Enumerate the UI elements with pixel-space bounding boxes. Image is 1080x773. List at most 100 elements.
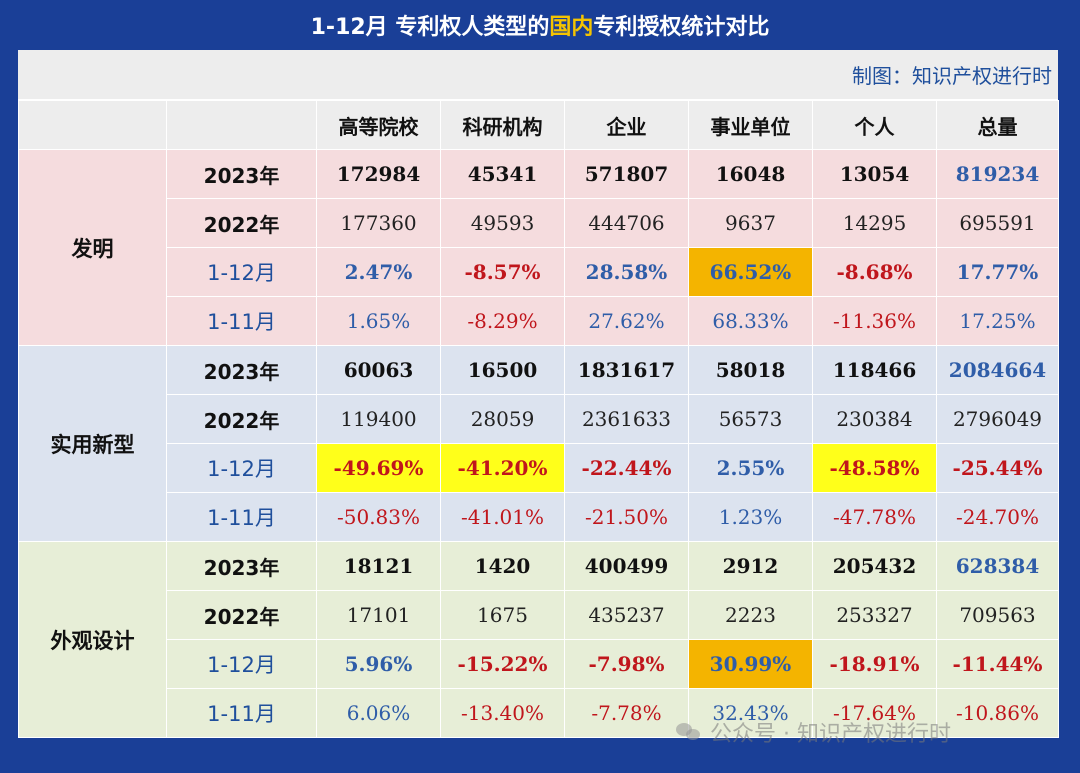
data-cell: 2912 — [688, 541, 813, 591]
data-cell: -47.78% — [812, 492, 937, 542]
data-cell: -15.22% — [440, 639, 565, 689]
data-cell: -11.44% — [936, 639, 1059, 689]
title-suffix: 专利授权统计对比 — [593, 15, 770, 40]
data-cell: 16500 — [440, 345, 565, 395]
table-row: 发明 2023年 172984 45341 571807 16048 13054 819234 — [18, 149, 1059, 346]
table-row: 2022年 17101 1675 435237 2223 253327 709563 — [19, 590, 1059, 640]
data-cell: 2796049 — [936, 394, 1059, 444]
data-cell: 16048 — [688, 149, 813, 199]
data-cell: 27.62% — [564, 296, 689, 346]
data-cell: 400499 — [564, 541, 689, 591]
data-cell: -8.57% — [440, 247, 565, 297]
data-cell: -41.01% — [440, 492, 565, 542]
data-cell: -13.40% — [440, 688, 565, 738]
row-label: 2023年 — [166, 345, 317, 395]
data-cell: 17101 — [316, 590, 441, 640]
data-cell: 56573 — [688, 394, 813, 444]
section-label: 外观设计 — [18, 541, 167, 738]
data-cell: -41.20% — [440, 443, 565, 493]
data-cell: -48.58% — [812, 443, 937, 493]
data-cell: -10.86% — [936, 688, 1059, 738]
data-cell: -11.36% — [812, 296, 937, 346]
data-cell: 1420 — [440, 541, 565, 591]
data-cell: 435237 — [564, 590, 689, 640]
row-label: 2023年 — [166, 149, 317, 199]
row-label: 2022年 — [166, 198, 317, 248]
data-cell: 28.58% — [564, 247, 689, 297]
data-cell: 1.65% — [316, 296, 441, 346]
data-cell: 709563 — [936, 590, 1059, 640]
data-cell: 17.77% — [936, 247, 1059, 297]
data-cell: -8.29% — [440, 296, 565, 346]
table-body: 发明 2023年 172984 45341 571807 16048 13054 819234… — [18, 149, 1059, 738]
data-cell: -7.78% — [564, 688, 689, 738]
data-cell: 2361633 — [564, 394, 689, 444]
table-row: 1-11月 -50.83% -41.01% -21.50% 1.23% -47.78% -2… — [19, 492, 1059, 542]
data-cell: 1.23% — [688, 492, 813, 542]
data-cell: -21.50% — [564, 492, 689, 542]
data-cell: 118466 — [812, 345, 937, 395]
data-cell: 14295 — [812, 198, 937, 248]
data-cell: 628384 — [936, 541, 1059, 591]
table-row: 实用新型 2023年 60063 16500 1831617 58018 118466 208… — [18, 345, 1059, 542]
data-cell: 2.55% — [688, 443, 813, 493]
data-cell: 119400 — [316, 394, 441, 444]
title-highlight: 国内 — [549, 15, 594, 40]
data-cell: 695591 — [936, 198, 1059, 248]
data-cell: 6.06% — [316, 688, 441, 738]
data-cell: 9637 — [688, 198, 813, 248]
table-row: 2022年 177360 49593 444706 9637 14295 695591 — [19, 198, 1059, 248]
column-header: 事业单位 — [688, 100, 813, 150]
row-label: 2022年 — [166, 394, 317, 444]
data-cell: -22.44% — [564, 443, 689, 493]
column-header: 个人 — [812, 100, 937, 150]
header-corner-2 — [166, 100, 317, 150]
data-cell: 45341 — [440, 149, 565, 199]
data-cell: -24.70% — [936, 492, 1059, 542]
data-cell: 68.33% — [688, 296, 813, 346]
data-cell: 205432 — [812, 541, 937, 591]
row-label: 1-11月 — [166, 296, 317, 346]
data-cell: 172984 — [316, 149, 441, 199]
data-cell: -7.98% — [564, 639, 689, 689]
data-cell: 1675 — [440, 590, 565, 640]
data-cell: 177360 — [316, 198, 441, 248]
table-row: 1-12月 2.47% -8.57% 28.58% 66.52% -8.68% 17.77% — [19, 247, 1059, 297]
data-cell: 5.96% — [316, 639, 441, 689]
column-header: 企业 — [564, 100, 689, 150]
row-label: 2022年 — [166, 590, 317, 640]
data-cell: 17.25% — [936, 296, 1059, 346]
data-cell: 13054 — [812, 149, 937, 199]
data-cell: 2084664 — [936, 345, 1059, 395]
table-row: 2022年 119400 28059 2361633 56573 230384 279604… — [19, 394, 1059, 444]
data-cell: 66.52% — [688, 247, 813, 297]
data-cell: -18.91% — [812, 639, 937, 689]
table-row: 1-12月 5.96% -15.22% -7.98% 30.99% -18.91% -11.… — [19, 639, 1059, 689]
section-label: 发明 — [18, 149, 167, 346]
row-label: 1-12月 — [166, 639, 317, 689]
column-header: 总量 — [936, 100, 1059, 150]
column-header: 科研机构 — [440, 100, 565, 150]
data-cell: 1831617 — [564, 345, 689, 395]
data-cell: 253327 — [812, 590, 937, 640]
row-label: 1-12月 — [166, 247, 317, 297]
header-row: 高等院校 科研机构 企业 事业单位 个人 总量 — [18, 100, 1059, 150]
column-header: 高等院校 — [316, 100, 441, 150]
credit-text: 制图：知识产权进行时 — [852, 64, 1052, 88]
chart-title: 1-12月 专利权人类型的 国内 专利授权统计对比 — [0, 0, 1080, 50]
data-cell: 30.99% — [688, 639, 813, 689]
data-cell: -49.69% — [316, 443, 441, 493]
data-cell: 2.47% — [316, 247, 441, 297]
row-label: 1-12月 — [166, 443, 317, 493]
data-cell: 58018 — [688, 345, 813, 395]
table-row: 1-11月 1.65% -8.29% 27.62% 68.33% -11.36% 17.25… — [19, 296, 1059, 346]
data-cell: 2223 — [688, 590, 813, 640]
data-cell: -25.44% — [936, 443, 1059, 493]
data-cell: -50.83% — [316, 492, 441, 542]
row-label: 1-11月 — [166, 688, 317, 738]
data-cell: 819234 — [936, 149, 1059, 199]
data-cell: 571807 — [564, 149, 689, 199]
patent-stats-table: 高等院校 科研机构 企业 事业单位 个人 总量 发明 2023年 172984 453… — [18, 100, 1059, 738]
section-label: 实用新型 — [18, 345, 167, 542]
data-cell: 18121 — [316, 541, 441, 591]
